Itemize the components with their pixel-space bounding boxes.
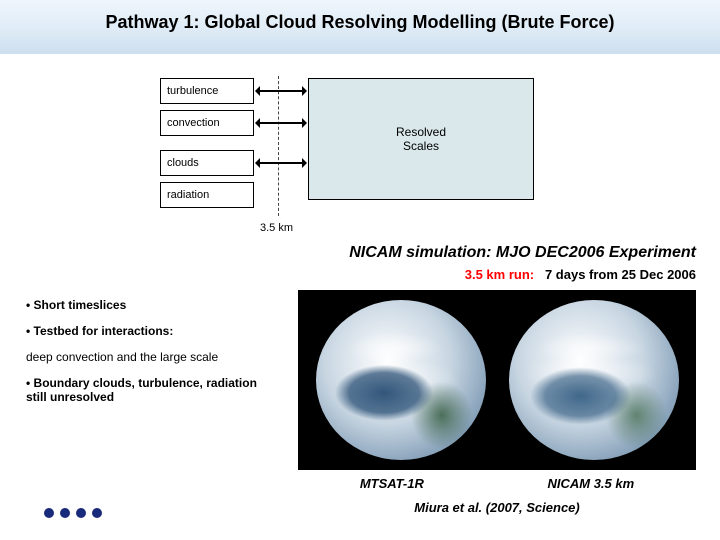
nav-dot <box>60 508 70 518</box>
box-clouds: clouds <box>160 150 254 176</box>
figure-citation: Miura et al. (2007, Science) <box>298 500 696 515</box>
bullet-list: • Short timeslices • Testbed for interac… <box>26 298 276 416</box>
bullet-2: • Testbed for interactions: <box>26 324 276 338</box>
nav-dot <box>92 508 102 518</box>
scale-break-label: 3.5 km <box>260 222 293 234</box>
box-turbulence: turbulence <box>160 78 254 104</box>
process-diagram: turbulence convection clouds radiation R… <box>160 78 580 228</box>
bullet-2-sub: deep convection and the large scale <box>26 350 276 364</box>
caption-left: MTSAT-1R <box>360 476 424 491</box>
box-radiation: radiation <box>160 182 254 208</box>
box-resolved-scales: Resolved Scales <box>308 78 534 200</box>
slide-title: Pathway 1: Global Cloud Resolving Modell… <box>0 12 720 33</box>
run-black: 7 days from 25 Dec 2006 <box>545 267 696 282</box>
arrow-convection <box>258 122 304 124</box>
bullet-1: • Short timeslices <box>26 298 276 312</box>
arrow-turbulence <box>258 90 304 92</box>
resolved-label-1: Resolved <box>396 125 446 139</box>
scale-divider-dashed <box>278 76 279 216</box>
bullet-3: • Boundary clouds, turbulence, radiation… <box>26 376 276 404</box>
resolved-label-2: Scales <box>403 139 439 153</box>
run-red: 3.5 km run: <box>465 267 534 282</box>
figure-captions: MTSAT-1R NICAM 3.5 km <box>298 476 696 491</box>
run-subheading: 3.5 km run: 7 days from 25 Dec 2006 <box>0 267 720 282</box>
nav-dot <box>44 508 54 518</box>
nav-dot <box>76 508 86 518</box>
box-convection: convection <box>160 110 254 136</box>
comparison-figure <box>298 290 696 470</box>
caption-right: NICAM 3.5 km <box>547 476 634 491</box>
nav-dots <box>44 508 102 518</box>
globe-mtsat <box>316 300 486 460</box>
arrow-clouds <box>258 162 304 164</box>
globe-nicam <box>509 300 679 460</box>
section-heading: NICAM simulation: MJO DEC2006 Experiment <box>0 244 720 262</box>
